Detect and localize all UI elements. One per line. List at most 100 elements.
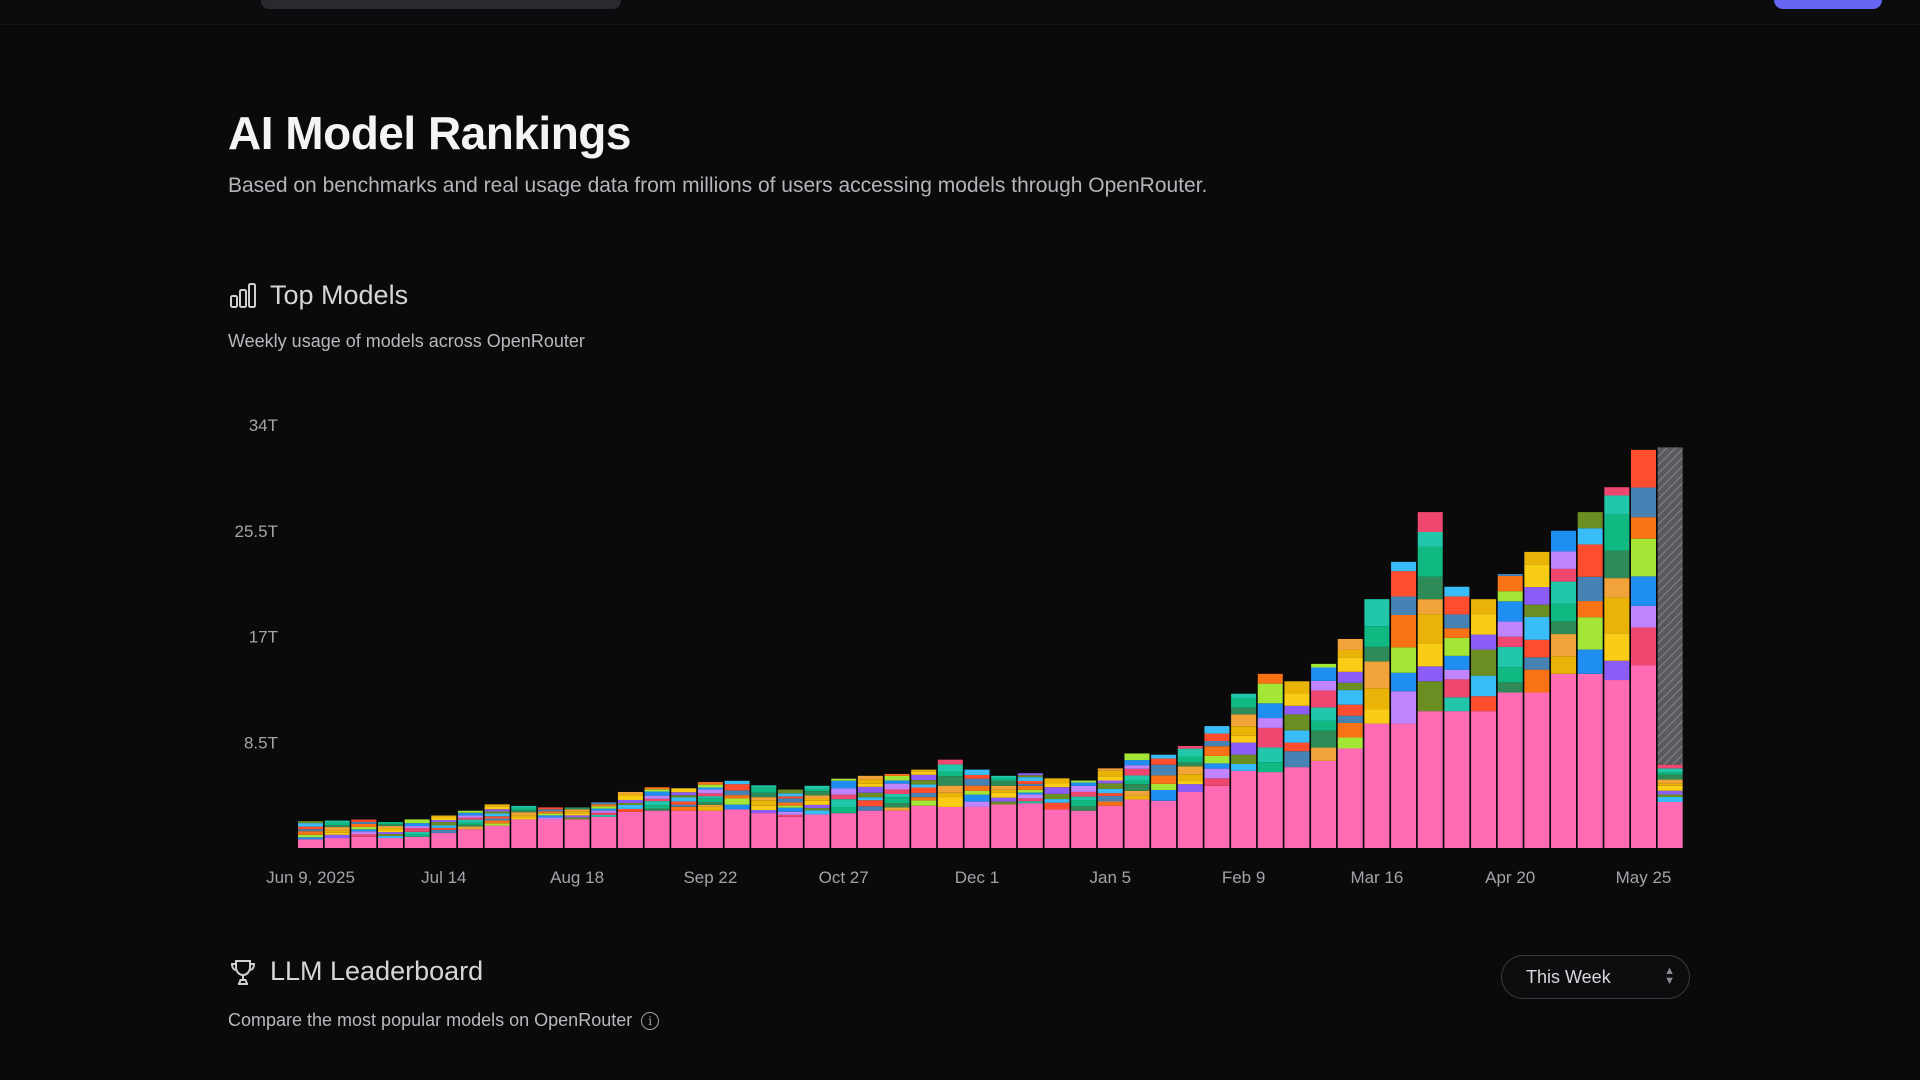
bar-segment bbox=[724, 780, 750, 785]
bar-segment bbox=[1231, 770, 1257, 848]
bar-segment bbox=[1257, 718, 1283, 728]
bar-segment bbox=[1017, 798, 1043, 802]
bar-segment bbox=[404, 836, 430, 848]
bar-segment bbox=[431, 820, 457, 823]
bar-segment bbox=[1417, 576, 1443, 600]
bar-segment bbox=[1364, 599, 1390, 627]
bar-segment bbox=[911, 774, 937, 781]
bar-segment bbox=[591, 814, 617, 817]
search-input[interactable] bbox=[261, 0, 621, 9]
bar-segment bbox=[1231, 707, 1257, 715]
bar-segment bbox=[431, 817, 457, 821]
bar-segment bbox=[991, 775, 1017, 778]
info-icon[interactable]: i bbox=[641, 1011, 660, 1030]
bar-segment bbox=[644, 795, 670, 799]
bar-segment bbox=[937, 785, 963, 793]
bar-segment bbox=[377, 832, 403, 835]
bar-segment bbox=[1017, 777, 1043, 781]
bar-segment bbox=[457, 815, 483, 818]
x-tick-label: Jan 5 bbox=[1090, 868, 1132, 887]
bar-segment bbox=[1124, 780, 1150, 785]
bar-segment bbox=[777, 811, 803, 815]
bar-segment bbox=[1017, 773, 1043, 776]
bar-segment bbox=[564, 819, 590, 848]
bar-segment bbox=[324, 825, 350, 828]
bar-segment bbox=[1177, 784, 1203, 793]
bar-segment bbox=[831, 780, 857, 789]
bar-segment bbox=[1097, 768, 1123, 771]
bar-segment bbox=[751, 792, 777, 798]
bar-segment bbox=[537, 809, 563, 812]
bar-segment bbox=[1071, 805, 1097, 811]
bar-segment bbox=[404, 826, 430, 829]
bar-segment bbox=[857, 775, 883, 780]
bar-segment bbox=[911, 792, 937, 798]
period-select[interactable]: This Week ▲ ▼ bbox=[1501, 955, 1690, 999]
bar-segment bbox=[1337, 657, 1363, 672]
bar-segment bbox=[911, 771, 937, 775]
bar-segment bbox=[377, 830, 403, 833]
bar-segment bbox=[511, 807, 537, 811]
bar-segment bbox=[1577, 528, 1603, 545]
bar-segment bbox=[1231, 693, 1257, 699]
bar-segment bbox=[484, 825, 510, 848]
current-week-bar bbox=[1657, 447, 1683, 765]
bar-segment bbox=[1097, 801, 1123, 806]
bar-segment bbox=[1524, 587, 1550, 605]
bar-segment bbox=[431, 825, 457, 828]
bar-segment bbox=[1417, 512, 1443, 532]
bar-segment bbox=[1044, 809, 1070, 848]
bar-segment bbox=[537, 807, 563, 810]
bar-segment bbox=[511, 819, 537, 848]
bar-segment bbox=[1364, 646, 1390, 662]
bar-segment bbox=[1284, 681, 1310, 694]
bar-segment bbox=[671, 804, 697, 807]
bar-segment bbox=[1417, 711, 1443, 848]
x-tick-label: Feb 9 bbox=[1222, 868, 1265, 887]
bar-segment bbox=[991, 797, 1017, 802]
bar-segment bbox=[404, 831, 430, 835]
bar-segment bbox=[591, 806, 617, 809]
bar-segment bbox=[591, 804, 617, 807]
top-nav-bar bbox=[0, 0, 1920, 25]
bar-segment bbox=[1657, 772, 1683, 775]
bar-segment bbox=[777, 798, 803, 803]
bar-segment bbox=[1524, 692, 1550, 848]
trophy-icon bbox=[230, 959, 256, 985]
bar-segment bbox=[751, 813, 777, 848]
bar-segment bbox=[1337, 722, 1363, 738]
bar-segment bbox=[617, 795, 643, 800]
bar-segment bbox=[1657, 790, 1683, 795]
bar-segment bbox=[511, 815, 537, 818]
y-tick-label: 17T bbox=[249, 628, 278, 647]
bar-segment bbox=[564, 807, 590, 810]
bar-segment bbox=[1417, 546, 1443, 577]
bar-segment bbox=[991, 801, 1017, 805]
bar-segment bbox=[1337, 748, 1363, 848]
bar-segment bbox=[1337, 638, 1363, 650]
bar-segment bbox=[1177, 745, 1203, 749]
bar-segment bbox=[431, 822, 457, 826]
bar-segment bbox=[1631, 665, 1656, 848]
bar-segment bbox=[724, 809, 750, 848]
bar-segment bbox=[1577, 576, 1603, 602]
bar-segment bbox=[377, 822, 403, 825]
bar-segment bbox=[537, 817, 563, 820]
bar-segment bbox=[1204, 763, 1230, 769]
bar-segment bbox=[644, 791, 670, 796]
leaderboard-description: Compare the most popular models on OpenR… bbox=[228, 1010, 660, 1031]
bar-segment bbox=[1071, 782, 1097, 786]
bar-segment bbox=[804, 810, 830, 815]
y-tick-label: 8.5T bbox=[244, 733, 278, 752]
bar-segment bbox=[804, 788, 830, 792]
bar-segment bbox=[1044, 778, 1070, 784]
bar-segment bbox=[911, 784, 937, 788]
bar-segment bbox=[298, 821, 323, 824]
bar-segment bbox=[1551, 551, 1577, 569]
bar-segment bbox=[671, 801, 697, 805]
bar-segment bbox=[324, 830, 350, 833]
bar-segment bbox=[751, 810, 777, 814]
bar-segment bbox=[1337, 682, 1363, 691]
sign-in-button[interactable] bbox=[1774, 0, 1882, 9]
bar-segment bbox=[1444, 628, 1470, 638]
